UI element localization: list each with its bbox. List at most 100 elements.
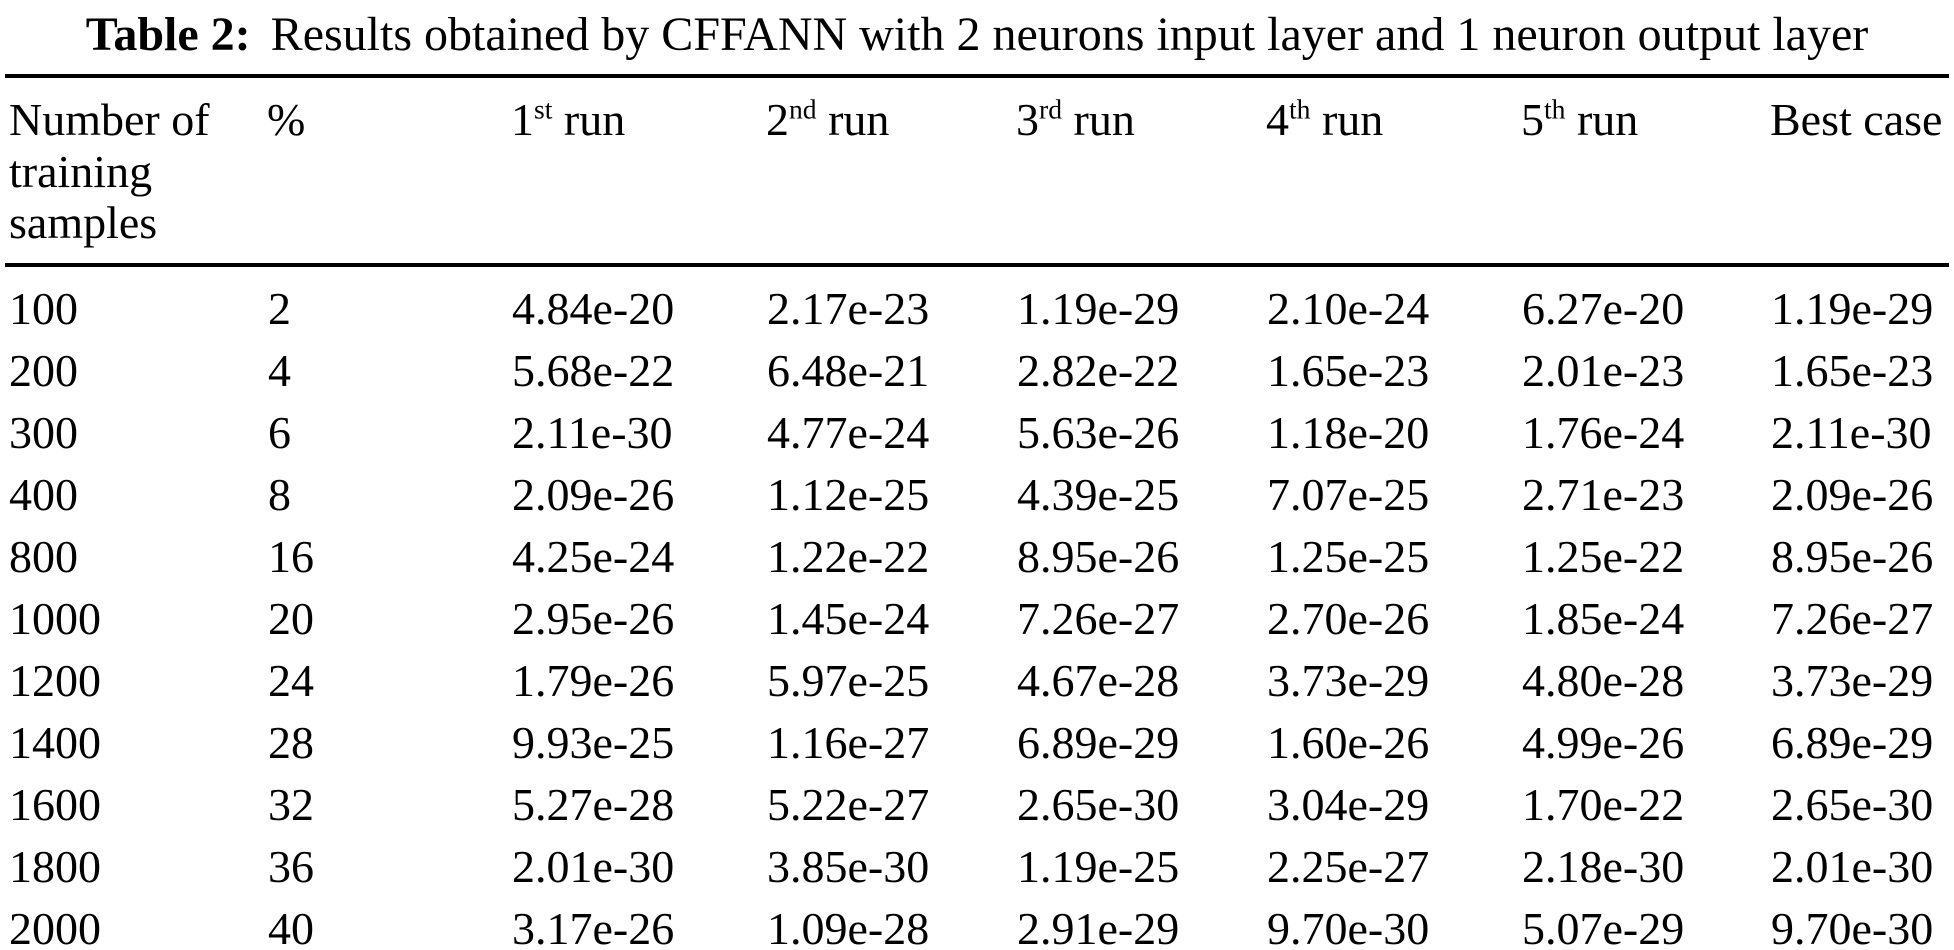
table-cell: 2.18e-30 bbox=[1522, 840, 1685, 892]
table-cell: 28 bbox=[268, 716, 314, 768]
table-cell: 300 bbox=[9, 406, 78, 458]
table-cell: 2.01e-30 bbox=[1771, 840, 1934, 892]
col-header-label: run bbox=[1062, 94, 1135, 145]
table-cell: 1.09e-28 bbox=[767, 902, 930, 950]
table-cell: 9.93e-25 bbox=[512, 716, 675, 768]
col-header-label: Best case bbox=[1770, 94, 1943, 145]
table-cell: 1.76e-24 bbox=[1522, 406, 1685, 458]
table-cell: 40 bbox=[268, 902, 314, 950]
table-cell: 2.10e-24 bbox=[1267, 282, 1430, 334]
table-cell: 1.65e-23 bbox=[1771, 344, 1934, 396]
table-cell: 4.67e-28 bbox=[1017, 654, 1180, 706]
ordinal-superscript: st bbox=[534, 93, 553, 125]
table-cell: 2.09e-26 bbox=[1771, 468, 1934, 520]
ordinal-superscript: rd bbox=[1039, 93, 1062, 125]
table-cell: 5.27e-28 bbox=[512, 778, 675, 830]
table-cell: 9.70e-30 bbox=[1771, 902, 1934, 950]
table-cell: 24 bbox=[268, 654, 314, 706]
table-cell: 5.97e-25 bbox=[767, 654, 930, 706]
ordinal-superscript: nd bbox=[789, 93, 817, 125]
table-cell: 2.82e-22 bbox=[1017, 344, 1180, 396]
col-header-run-2: 2nd run bbox=[766, 76, 1016, 267]
table-cell: 1.45e-24 bbox=[767, 592, 930, 644]
col-header-label: run bbox=[552, 94, 626, 145]
col-header-label: 4 bbox=[1266, 94, 1289, 145]
table-row: 1200 24 1.79e-26 5.97e-25 4.67e-28 3.73e-29 4.… bbox=[5, 650, 1949, 712]
table-cell: 4.99e-26 bbox=[1522, 716, 1685, 768]
table-header: Number of training samples % 1st run 2nd… bbox=[5, 76, 1949, 267]
table-row: 2000 40 3.17e-26 1.09e-28 2.91e-29 9.70e-30 5.… bbox=[5, 898, 1949, 950]
table-cell: 1400 bbox=[9, 716, 101, 768]
table-cell: 5.22e-27 bbox=[767, 778, 930, 830]
table-cell: 1800 bbox=[9, 840, 101, 892]
table-cell: 6.89e-29 bbox=[1017, 716, 1180, 768]
table-cell: 1.60e-26 bbox=[1267, 716, 1430, 768]
table-cell: 1.25e-25 bbox=[1267, 530, 1430, 582]
table-row: 400 8 2.09e-26 1.12e-25 4.39e-25 7.07e-25 2.71… bbox=[5, 464, 1949, 526]
table-cell: 2.25e-27 bbox=[1267, 840, 1430, 892]
table-row: 200 4 5.68e-22 6.48e-21 2.82e-22 1.65e-23 2.01… bbox=[5, 340, 1949, 402]
col-header-run-4: 4th run bbox=[1266, 76, 1521, 267]
table-cell: 100 bbox=[9, 282, 78, 334]
table-cell: 7.26e-27 bbox=[1017, 592, 1180, 644]
col-header-label: run bbox=[816, 94, 890, 145]
col-header-percent: % bbox=[267, 76, 511, 267]
table-cell: 2 bbox=[268, 282, 291, 334]
table-cell: 1.19e-29 bbox=[1771, 282, 1934, 334]
table-caption-label: Table 2: bbox=[85, 8, 251, 61]
table-cell: 2000 bbox=[9, 902, 101, 950]
table-cell: 3.73e-29 bbox=[1771, 654, 1934, 706]
table-cell: 1.18e-20 bbox=[1267, 406, 1430, 458]
table-cell: 6 bbox=[268, 406, 291, 458]
table-cell: 2.65e-30 bbox=[1017, 778, 1180, 830]
table-cell: 800 bbox=[9, 530, 78, 582]
table-cell: 3.04e-29 bbox=[1267, 778, 1430, 830]
table-cell: 2.17e-23 bbox=[767, 282, 930, 334]
table-cell: 3.73e-29 bbox=[1267, 654, 1430, 706]
table-caption-text: Results obtained by CFFANN with 2 neuron… bbox=[270, 8, 1869, 61]
col-header-training-samples: Number of training samples bbox=[5, 76, 267, 267]
table-cell: 4.25e-24 bbox=[512, 530, 675, 582]
col-header-label: 3 bbox=[1016, 94, 1039, 145]
table-row: 1800 36 2.01e-30 3.85e-30 1.19e-25 2.25e-27 2.… bbox=[5, 836, 1949, 898]
table-cell: 3.85e-30 bbox=[767, 840, 930, 892]
table-cell: 1.19e-25 bbox=[1017, 840, 1180, 892]
table-body: 100 2 4.84e-20 2.17e-23 1.19e-29 2.10e-24 6.27… bbox=[5, 265, 1949, 950]
table-cell: 4.39e-25 bbox=[1017, 468, 1180, 520]
table-cell: 2.11e-30 bbox=[512, 406, 673, 458]
col-header-label: 1 bbox=[511, 94, 534, 145]
table-cell: 200 bbox=[9, 344, 78, 396]
table-cell: 4.84e-20 bbox=[512, 282, 675, 334]
col-header-label: Number of training samples bbox=[9, 94, 210, 249]
table-cell: 2.01e-30 bbox=[512, 840, 675, 892]
table-cell: 5.63e-26 bbox=[1017, 406, 1180, 458]
col-header-run-5: 5th run bbox=[1521, 76, 1770, 267]
table-cell: 5.68e-22 bbox=[512, 344, 675, 396]
col-header-best-case: Best case bbox=[1770, 76, 1949, 267]
table-cell: 6.48e-21 bbox=[767, 344, 930, 396]
table-cell: 2.01e-23 bbox=[1522, 344, 1685, 396]
col-header-label: run bbox=[1310, 94, 1384, 145]
table-cell: 2.09e-26 bbox=[512, 468, 675, 520]
table-cell: 2.11e-30 bbox=[1771, 406, 1932, 458]
table-cell: 4 bbox=[268, 344, 291, 396]
table-cell: 1000 bbox=[9, 592, 101, 644]
table-row: 1600 32 5.27e-28 5.22e-27 2.65e-30 3.04e-29 1.… bbox=[5, 774, 1949, 836]
col-header-label: 2 bbox=[766, 94, 789, 145]
table-cell: 9.70e-30 bbox=[1267, 902, 1430, 950]
col-header-label: run bbox=[1565, 94, 1639, 145]
table-cell: 2.91e-29 bbox=[1017, 902, 1180, 950]
table-row: 800 16 4.25e-24 1.22e-22 8.95e-26 1.25e-25 1.2… bbox=[5, 526, 1949, 588]
table-cell: 2.95e-26 bbox=[512, 592, 675, 644]
table-cell: 1.16e-27 bbox=[767, 716, 930, 768]
table-cell: 8 bbox=[268, 468, 291, 520]
table-cell: 8.95e-26 bbox=[1771, 530, 1934, 582]
table-cell: 36 bbox=[268, 840, 314, 892]
table-cell: 32 bbox=[268, 778, 314, 830]
table-cell: 6.27e-20 bbox=[1522, 282, 1685, 334]
table-cell: 1200 bbox=[9, 654, 101, 706]
table-cell: 3.17e-26 bbox=[512, 902, 675, 950]
table-cell: 6.89e-29 bbox=[1771, 716, 1934, 768]
table-cell: 1.85e-24 bbox=[1522, 592, 1685, 644]
